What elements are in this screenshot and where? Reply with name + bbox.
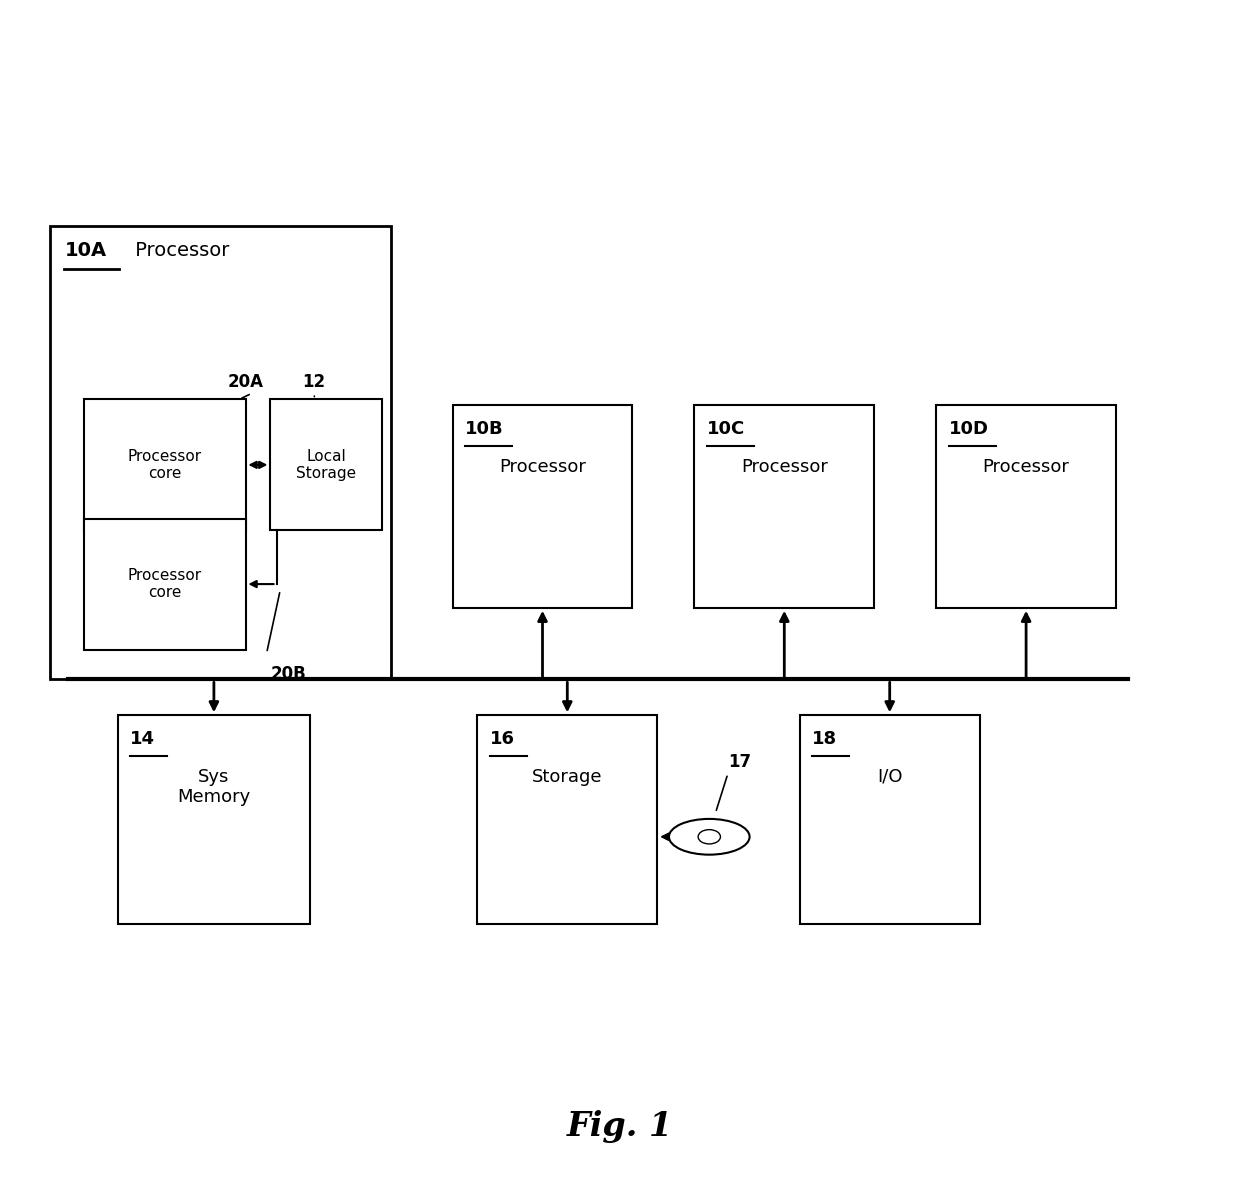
Text: 10C: 10C [707, 420, 745, 437]
Text: I/O: I/O [877, 768, 903, 786]
Bar [477, 715, 657, 924]
Text: Processor
core: Processor core [128, 448, 202, 482]
Text: Processor: Processor [129, 241, 229, 260]
Text: 17: 17 [728, 753, 751, 771]
Text: Processor
core: Processor core [128, 567, 202, 601]
Bar [453, 405, 632, 608]
Text: Storage: Storage [532, 768, 603, 786]
Bar [84, 399, 246, 530]
Text: 16: 16 [490, 730, 515, 747]
Text: 14: 14 [130, 730, 155, 747]
Text: 20A: 20A [227, 373, 264, 391]
Bar [84, 519, 246, 650]
Text: 10A: 10A [64, 241, 107, 260]
Bar [800, 715, 980, 924]
Bar [270, 399, 382, 530]
Text: 10B: 10B [465, 420, 503, 437]
Text: Processor: Processor [740, 458, 828, 476]
Text: 10D: 10D [949, 420, 988, 437]
Text: Processor: Processor [982, 458, 1070, 476]
Text: 20B: 20B [270, 665, 306, 683]
Text: Fig. 1: Fig. 1 [567, 1110, 673, 1143]
Text: 12: 12 [303, 373, 325, 391]
Bar [50, 226, 391, 679]
Text: Local
Storage: Local Storage [296, 448, 356, 482]
Bar [936, 405, 1116, 608]
Text: Processor: Processor [498, 458, 587, 476]
Bar [118, 715, 310, 924]
Text: Sys
Memory: Sys Memory [177, 768, 250, 807]
Ellipse shape [698, 830, 720, 844]
Ellipse shape [670, 819, 749, 855]
Text: 18: 18 [812, 730, 837, 747]
Bar [694, 405, 874, 608]
